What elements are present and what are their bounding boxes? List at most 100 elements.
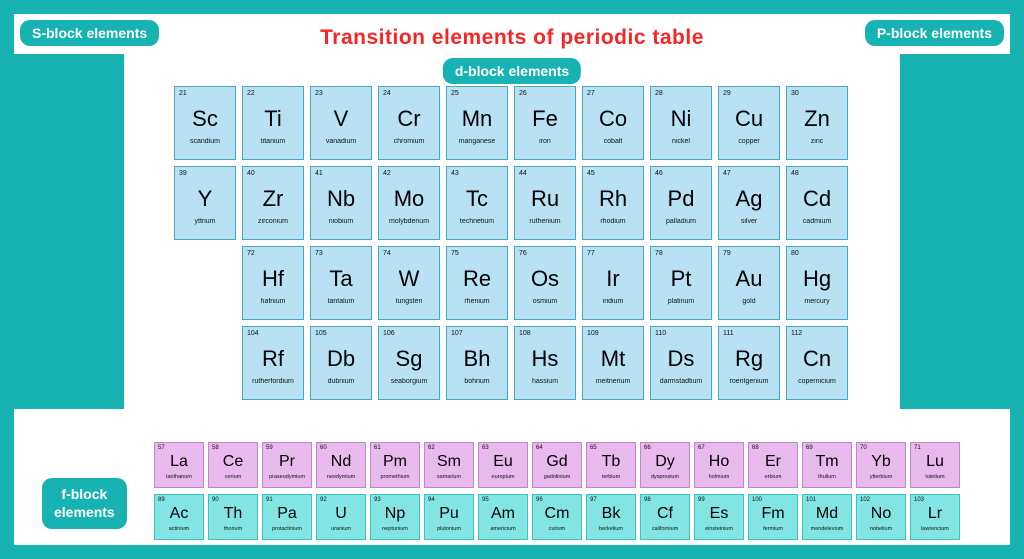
element-name: manganese <box>447 138 507 145</box>
element-symbol: Mn <box>462 106 493 132</box>
element-name: protactinium <box>263 526 311 532</box>
element-symbol: Ag <box>736 186 763 212</box>
atomic-number: 94 <box>428 497 435 503</box>
element-name: technetium <box>447 218 507 225</box>
atomic-number: 63 <box>482 445 489 451</box>
element-name: vanadium <box>311 138 371 145</box>
element-name: mercury <box>787 298 847 305</box>
element-name: plutonium <box>425 526 473 532</box>
atomic-number: 40 <box>247 170 255 177</box>
element-symbol: Ho <box>709 453 729 471</box>
lanthanide-cell-pm: 61Pmpromethium <box>370 442 420 488</box>
element-name: copper <box>719 138 779 145</box>
element-symbol: Cn <box>803 346 831 372</box>
element-cell-y: 39Yyttrium <box>174 166 236 240</box>
element-name: tantalum <box>311 298 371 305</box>
element-name: roentgenium <box>719 378 779 385</box>
element-name: gold <box>719 298 779 305</box>
element-cell-bh: 107Bhbohrium <box>446 326 508 400</box>
element-cell-rh: 45Rhrhodium <box>582 166 644 240</box>
element-name: chromium <box>379 138 439 145</box>
actinide-cell-no: 102Nonobelium <box>856 494 906 540</box>
lanthanide-cell-pr: 59Prpraseodymium <box>262 442 312 488</box>
atomic-number: 106 <box>383 330 395 337</box>
element-symbol: Zn <box>804 106 830 132</box>
element-name: erbium <box>749 474 797 480</box>
atomic-number: 43 <box>451 170 459 177</box>
element-symbol: Cm <box>545 505 570 523</box>
atomic-number: 89 <box>158 497 165 503</box>
element-name: rhodium <box>583 218 643 225</box>
actinide-cell-am: 95Amamericium <box>478 494 528 540</box>
atomic-number: 62 <box>428 445 435 451</box>
element-name: molybdenum <box>379 218 439 225</box>
lanthanide-cell-tb: 65Tbterbium <box>586 442 636 488</box>
atomic-number: 25 <box>451 90 459 97</box>
element-name: curium <box>533 526 581 532</box>
element-name: thorium <box>209 526 257 532</box>
s-block-region <box>14 54 124 409</box>
element-symbol: Ds <box>668 346 695 372</box>
element-name: holmium <box>695 474 743 480</box>
diagram-frame: Transition elements of periodic table S-… <box>0 0 1024 559</box>
atomic-number: 101 <box>806 497 816 503</box>
actinide-cell-md: 101Mdmendelevium <box>802 494 852 540</box>
element-cell-pd: 46Pdpalladium <box>650 166 712 240</box>
element-symbol: V <box>334 106 349 132</box>
lanthanide-cell-tm: 69Tmthulium <box>802 442 852 488</box>
element-symbol: Co <box>599 106 627 132</box>
atomic-number: 21 <box>179 90 187 97</box>
element-symbol: Nb <box>327 186 355 212</box>
element-name: dysprosium <box>641 474 689 480</box>
element-symbol: Ru <box>531 186 559 212</box>
element-symbol: Cd <box>803 186 831 212</box>
atomic-number: 67 <box>698 445 705 451</box>
element-cell-cu: 29Cucopper <box>718 86 780 160</box>
element-name: nobelium <box>857 526 905 532</box>
atomic-number: 105 <box>315 330 327 337</box>
atomic-number: 58 <box>212 445 219 451</box>
d-block-grid: 21Scscandium22Tititanium23Vvanadium24Crc… <box>174 86 848 400</box>
element-symbol: Lr <box>928 505 942 523</box>
atomic-number: 57 <box>158 445 165 451</box>
atomic-number: 103 <box>914 497 924 503</box>
element-symbol: Eu <box>493 453 513 471</box>
element-cell-sg: 106Sgseaborgium <box>378 326 440 400</box>
atomic-number: 74 <box>383 250 391 257</box>
element-cell-fe: 26Feiron <box>514 86 576 160</box>
atomic-number: 100 <box>752 497 762 503</box>
atomic-number: 45 <box>587 170 595 177</box>
element-symbol: Bh <box>464 346 491 372</box>
element-cell-hg: 80Hgmercury <box>786 246 848 320</box>
element-symbol: W <box>399 266 420 292</box>
element-cell-re: 75Rerhenium <box>446 246 508 320</box>
element-symbol: Re <box>463 266 491 292</box>
atomic-number: 104 <box>247 330 259 337</box>
element-cell-nb: 41 Nb niobium <box>310 166 372 240</box>
element-name: copernicium <box>787 378 847 385</box>
element-cell-cd: 48Cdcadmium <box>786 166 848 240</box>
element-symbol: Sm <box>437 453 461 471</box>
actinide-cell-bk: 97Bkberkelium <box>586 494 636 540</box>
page-title: Transition elements of periodic table <box>320 26 704 50</box>
element-symbol: Bk <box>602 505 621 523</box>
element-symbol: U <box>335 505 347 523</box>
element-symbol: Pm <box>383 453 407 471</box>
atomic-number: 41 <box>315 170 323 177</box>
atomic-number: 98 <box>644 497 651 503</box>
element-symbol: Pd <box>668 186 695 212</box>
atomic-number: 29 <box>723 90 731 97</box>
element-cell-ni: 28Ninickel <box>650 86 712 160</box>
element-symbol: Yb <box>871 453 891 471</box>
element-symbol: Er <box>765 453 781 471</box>
atomic-number: 23 <box>315 90 323 97</box>
element-symbol: Fm <box>761 505 784 523</box>
element-name: niobium <box>311 218 371 225</box>
element-symbol: Sg <box>396 346 423 372</box>
element-name: rhenium <box>447 298 507 305</box>
lanthanide-cell-yb: 70Ybytterbium <box>856 442 906 488</box>
element-cell-co: 27Cocobalt <box>582 86 644 160</box>
atomic-number: 46 <box>655 170 663 177</box>
atomic-number: 76 <box>519 250 527 257</box>
element-name: nickel <box>651 138 711 145</box>
